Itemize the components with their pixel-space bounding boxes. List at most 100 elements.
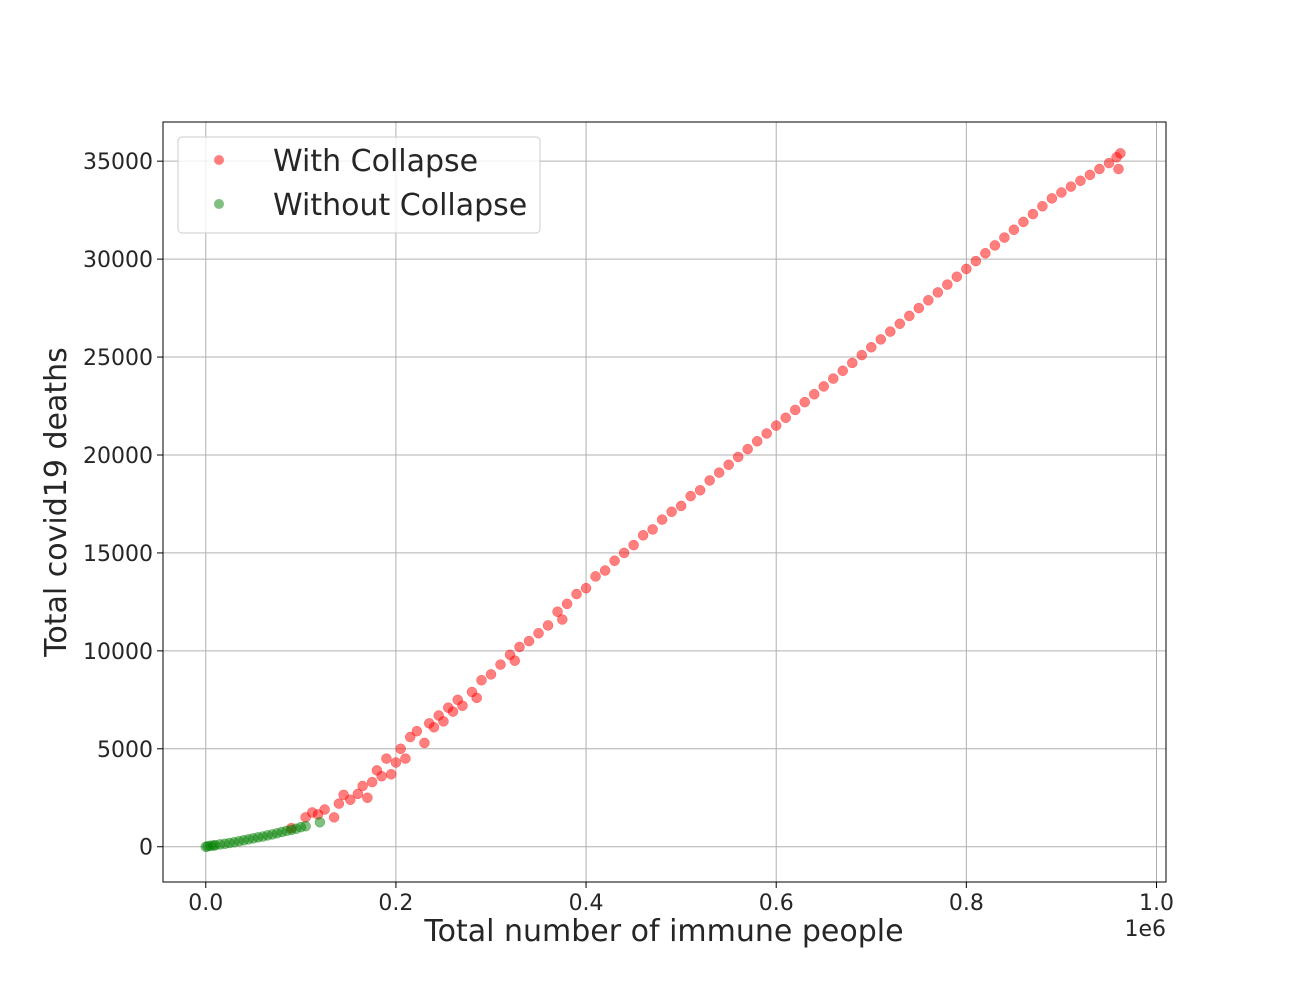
point-with-collapse [561,598,573,610]
point-with-collapse [580,582,592,594]
point-with-collapse [923,294,934,306]
point-with-collapse [362,792,373,804]
point-with-collapse [770,420,782,431]
point-with-collapse [704,475,715,486]
legend-label-without-collapse: Without Collapse [273,188,527,223]
point-with-collapse [390,757,402,768]
point-with-collapse [961,263,972,275]
point-with-collapse [571,588,582,600]
point-with-collapse [837,365,849,377]
point-with-collapse [457,700,468,711]
point-with-collapse [411,725,423,737]
point-with-collapse [628,539,639,551]
legend-marker-without-collapse [214,199,224,209]
y-tick-label: 10000 [83,640,153,665]
point-with-collapse [675,500,687,512]
point-with-collapse [557,614,568,625]
x-tick-label: 0.6 [759,891,794,916]
point-with-collapse [385,769,397,780]
point-with-collapse [471,692,482,704]
x-tick-label: 0.2 [378,891,413,916]
x-axis-offset-label: 1e6 [1124,917,1166,942]
point-with-collapse [885,326,896,337]
point-with-collapse [1046,193,1058,204]
point-with-collapse [723,459,734,471]
point-with-collapse [732,451,744,463]
point-with-collapse [951,271,963,282]
point-with-collapse [818,381,829,392]
y-tick-label: 25000 [83,346,153,371]
point-with-collapse [523,635,535,647]
point-with-collapse [970,255,982,267]
point-with-collapse [799,396,810,408]
point-with-collapse [345,794,356,805]
point-with-collapse [1027,208,1039,220]
point-with-collapse [542,620,554,631]
point-with-collapse [509,655,521,666]
x-axis-ticks: 0.0 0.2 0.4 0.6 0.8 1.0 [188,882,1174,916]
point-with-collapse [742,443,753,455]
legend-marker-with-collapse [214,155,224,165]
x-tick-label: 0.4 [569,891,604,916]
point-with-collapse [1115,148,1126,159]
point-with-collapse [647,524,658,535]
point-with-collapse [904,310,915,322]
point-with-collapse [1094,163,1105,175]
point-with-collapse [1018,216,1029,228]
point-with-collapse [404,731,416,743]
point-with-collapse [789,404,801,416]
point-with-collapse [599,565,611,576]
point-with-collapse [476,674,487,686]
point-with-collapse [366,776,378,788]
point-with-collapse [428,722,440,733]
point-without-collapse [314,817,326,828]
legend-label-with-collapse: With Collapse [273,144,478,179]
point-with-collapse [637,530,649,541]
y-axis-label: Total covid19 deaths [39,347,74,658]
grid [163,122,1166,882]
point-with-collapse [1056,187,1067,198]
point-with-collapse [514,641,525,653]
point-with-collapse [913,302,925,314]
point-with-collapse [685,490,696,502]
point-with-collapse [533,627,544,639]
point-with-collapse [618,547,630,559]
y-axis-ticks: 0 5000 10000 15000 20000 25000 30000 35000 [83,150,163,861]
point-with-collapse [713,467,725,478]
point-with-collapse [333,798,345,809]
point-with-collapse [942,279,953,290]
x-tick-label: 0.8 [949,891,984,916]
point-with-collapse [828,373,839,384]
point-with-collapse [932,287,944,298]
point-with-collapse [694,484,706,496]
plot-area-background [163,122,1166,882]
point-with-collapse [761,428,772,439]
point-with-collapse [319,804,330,815]
point-with-collapse [875,334,887,345]
point-with-collapse [894,318,906,330]
y-tick-label: 20000 [83,444,153,469]
x-axis-label: Total number of immune people [423,914,903,949]
point-without-collapse [300,820,311,832]
legend-box [177,136,541,234]
point-with-collapse [447,706,459,717]
point-with-collapse [989,240,1001,251]
point-with-collapse [1103,157,1115,169]
point-with-collapse [328,812,340,823]
point-with-collapse [395,743,406,755]
point-with-collapse [609,555,620,567]
point-with-collapse [352,788,364,800]
point-with-collapse [1075,175,1086,187]
point-with-collapse [999,232,1010,243]
y-tick-label: 5000 [97,738,153,763]
point-with-collapse [381,753,392,764]
y-tick-label: 30000 [83,248,153,273]
data-points [200,148,1126,852]
point-with-collapse [856,349,868,361]
point-with-collapse [495,659,506,670]
point-with-collapse [1084,169,1096,181]
point-with-collapse [847,357,858,369]
point-with-collapse [1037,200,1048,212]
y-tick-label: 0 [139,836,153,861]
